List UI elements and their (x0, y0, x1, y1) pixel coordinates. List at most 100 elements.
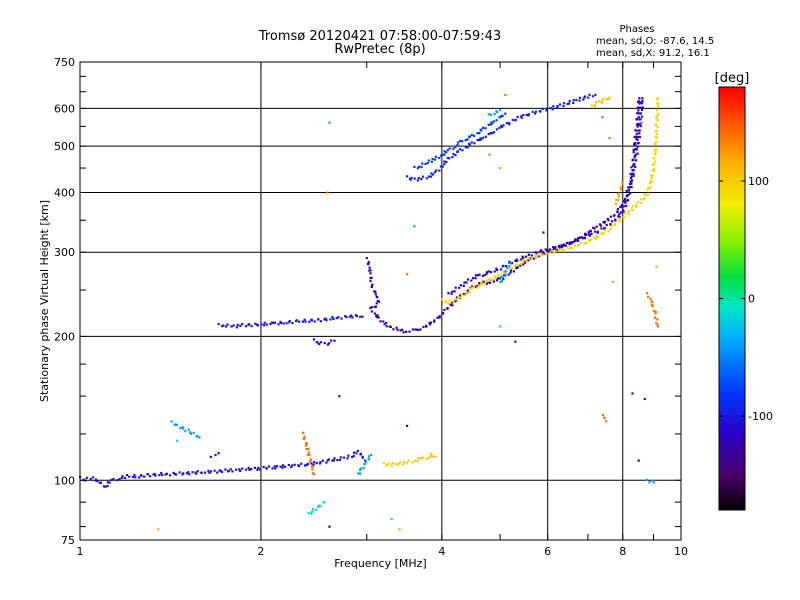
data-point (405, 461, 408, 465)
data-point (176, 439, 179, 442)
data-point (575, 99, 578, 102)
data-point (654, 153, 657, 156)
data-point (273, 465, 276, 468)
data-point (647, 187, 650, 190)
data-point (625, 204, 628, 208)
data-point (508, 122, 511, 125)
data-point (336, 459, 339, 462)
data-point (244, 325, 247, 328)
data-point (530, 257, 533, 260)
data-point (656, 98, 659, 101)
data-point (464, 294, 467, 297)
data-point (433, 158, 437, 161)
data-point (406, 424, 409, 427)
data-point (338, 395, 341, 398)
data-point (593, 227, 596, 230)
data-point (452, 147, 455, 150)
data-point (622, 210, 625, 213)
grid (80, 62, 681, 540)
data-point (632, 169, 635, 172)
data-point (511, 118, 514, 121)
data-point (256, 468, 259, 471)
data-point (637, 112, 640, 115)
data-point (637, 201, 640, 204)
data-point (422, 456, 425, 459)
data-point (351, 316, 354, 319)
data-point (476, 132, 479, 135)
data-point (552, 246, 555, 249)
data-point (298, 320, 301, 323)
data-point (405, 330, 408, 333)
y-tick-label: 300 (54, 246, 75, 259)
data-point (447, 302, 450, 305)
data-point (642, 198, 645, 201)
data-point (527, 257, 530, 260)
data-point (416, 167, 419, 170)
data-point (345, 316, 348, 319)
x-axis-label: Frequency [MHz] (334, 557, 426, 570)
data-point (309, 460, 312, 463)
data-point (310, 512, 313, 515)
data-point (327, 458, 330, 461)
data-point (328, 342, 331, 345)
data-point (654, 160, 657, 163)
data-point (208, 471, 211, 474)
data-point (588, 93, 591, 96)
data-point (539, 110, 542, 113)
data-point (638, 132, 641, 135)
data-point (317, 318, 320, 321)
data-point (499, 325, 502, 328)
data-point (281, 464, 285, 467)
data-point (439, 165, 442, 168)
data-point (637, 116, 640, 119)
data-point (441, 153, 444, 156)
data-point (495, 119, 498, 122)
data-point (656, 323, 659, 326)
data-point (344, 315, 347, 318)
data-point (650, 303, 653, 306)
data-point (628, 186, 631, 189)
data-point (598, 223, 601, 226)
data-point (403, 460, 406, 464)
data-point (594, 230, 597, 233)
data-point (241, 467, 244, 470)
data-point (585, 242, 588, 245)
data-point (138, 476, 141, 479)
data-point (442, 312, 445, 315)
data-point (648, 481, 651, 484)
data-point (469, 287, 472, 290)
data-point (635, 117, 638, 120)
data-point (154, 474, 157, 477)
data-point (527, 114, 530, 117)
data-point (560, 245, 563, 249)
x-tick-label: 8 (619, 545, 626, 558)
data-point (235, 468, 238, 471)
data-point (654, 312, 657, 315)
data-point (628, 192, 632, 195)
data-point (258, 468, 262, 471)
data-point (306, 462, 309, 465)
data-point (248, 323, 251, 326)
data-point (534, 110, 537, 113)
data-point (608, 137, 611, 140)
data-point (454, 154, 457, 157)
data-point (570, 246, 573, 250)
data-point (631, 392, 634, 395)
data-point (473, 134, 476, 137)
data-point (499, 280, 502, 284)
data-point (626, 194, 629, 197)
data-point (645, 292, 649, 295)
data-point (443, 150, 446, 153)
data-point (308, 453, 311, 457)
data-point (562, 102, 566, 105)
data-point (458, 148, 461, 151)
data-point (504, 93, 507, 97)
data-point (607, 230, 610, 233)
data-point (451, 290, 454, 293)
y-tick-label: 100 (54, 474, 75, 487)
data-point (520, 116, 523, 119)
data-point (639, 112, 642, 115)
data-point (595, 225, 598, 228)
data-point (275, 465, 279, 468)
